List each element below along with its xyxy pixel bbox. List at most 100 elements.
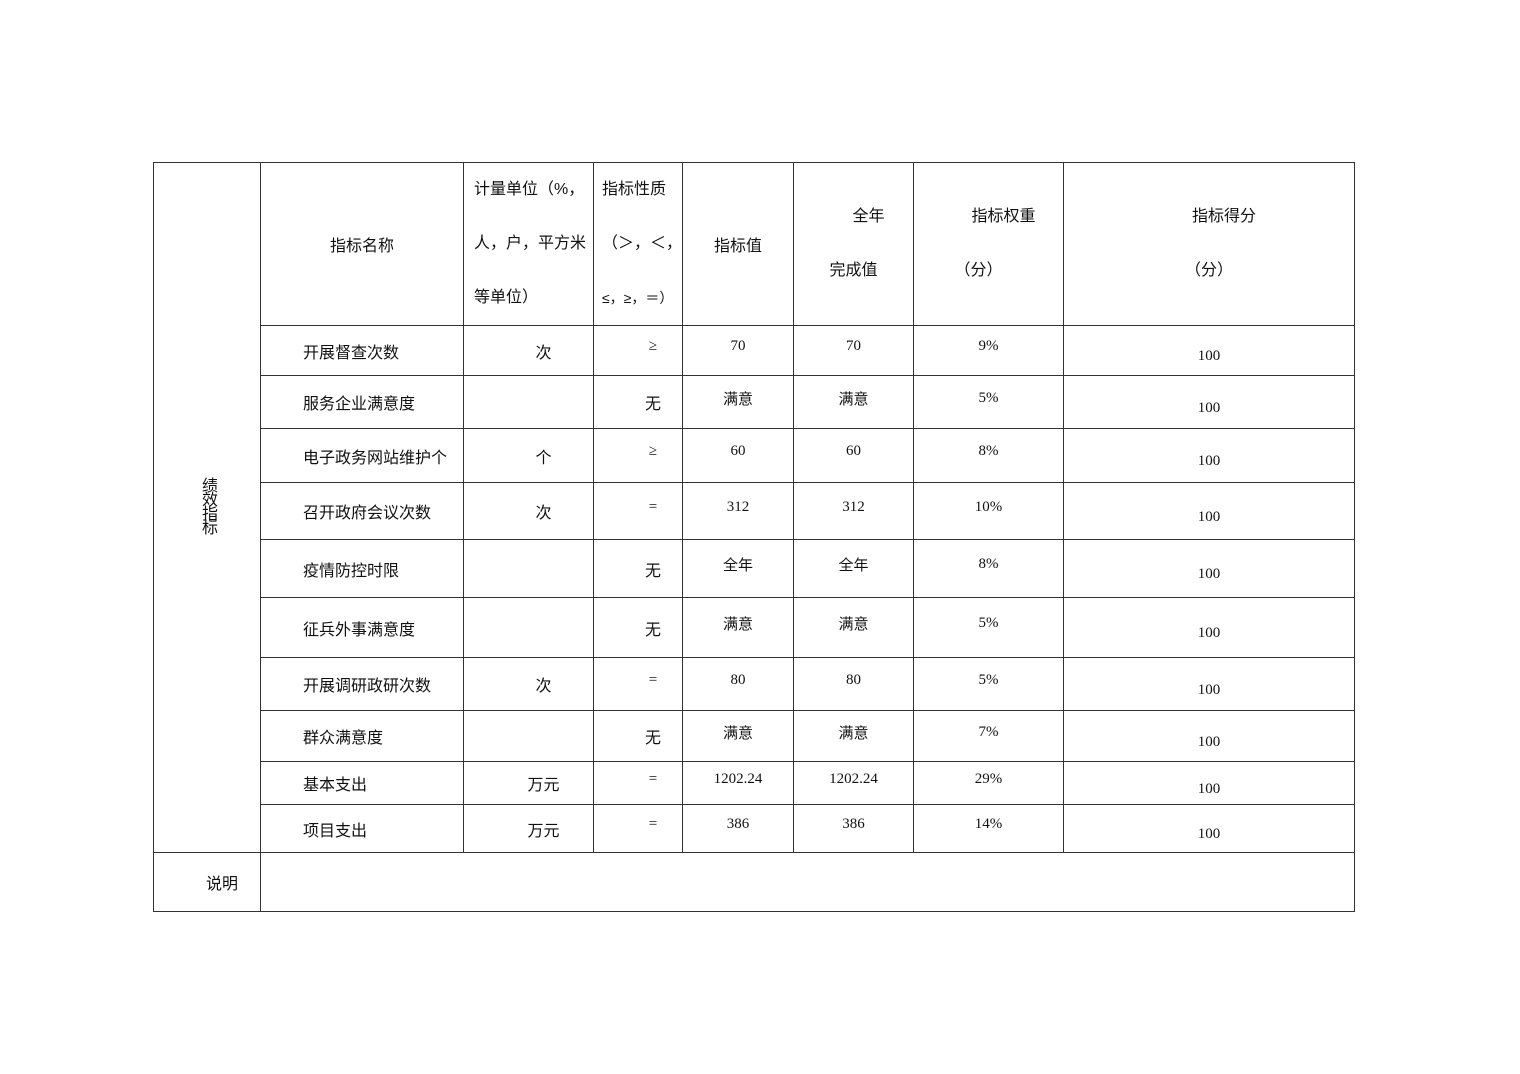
cell-unit bbox=[463, 375, 594, 429]
cell-unit: 次 bbox=[463, 657, 594, 711]
cell-score: 100 bbox=[1063, 657, 1355, 711]
header-nature-line: （＞，＜， bbox=[602, 235, 683, 252]
table-row: 电子政务网站维护个个 ≥60 60 8% 100 bbox=[154, 428, 1355, 483]
table-row: 征兵外事满意度无满意 满意 5% 100 bbox=[154, 597, 1355, 658]
cell-indicator-name: 基本支出 bbox=[260, 761, 464, 805]
header-unit-line: 人，户，平方米 bbox=[474, 235, 587, 252]
header-value: 指标值 bbox=[682, 162, 794, 326]
cell-nature: = bbox=[593, 482, 683, 540]
header-unit-line: 等单位） bbox=[474, 289, 539, 306]
cell-indicator-name: 群众满意度 bbox=[260, 710, 464, 762]
header-name: 指标名称 bbox=[260, 162, 464, 326]
note-row: 说明 bbox=[153, 852, 1355, 912]
cell-indicator-name: 项目支出 bbox=[260, 804, 464, 853]
cell-indicator-value: 1202.24 bbox=[682, 761, 794, 805]
table-row: 群众满意度无满意 满意 7% 100 bbox=[154, 710, 1355, 762]
table-row: 项目支出 万元 = 386 386 14% 100 bbox=[154, 804, 1355, 853]
header-weight-line: （分） bbox=[954, 262, 1003, 279]
cell-indicator-name: 开展调研政研次数 bbox=[260, 657, 464, 711]
cell-weight: 5% bbox=[913, 597, 1064, 658]
header-unit-line: 计量单位（%， bbox=[474, 181, 585, 198]
cell-unit: 万元 bbox=[463, 804, 594, 853]
header-actual: 全年 完成值 bbox=[793, 162, 914, 326]
cell-weight: 5% bbox=[913, 375, 1064, 429]
header-score-line: 指标得分 bbox=[1191, 208, 1256, 225]
cell-weight: 10% bbox=[913, 482, 1064, 540]
side-label-cell: 绩效指标 bbox=[153, 162, 261, 853]
cell-actual-value: 满意 bbox=[793, 597, 914, 658]
cell-nature: = bbox=[593, 761, 683, 805]
cell-weight: 29% bbox=[913, 761, 1064, 805]
cell-actual-value: 满意 bbox=[793, 375, 914, 429]
cell-score: 100 bbox=[1063, 325, 1355, 376]
cell-nature: 无 bbox=[593, 539, 683, 598]
cell-unit: 个 bbox=[463, 428, 594, 483]
header-actual-line: 全年 bbox=[852, 208, 885, 225]
cell-indicator-value: 满意 bbox=[682, 375, 794, 429]
header-row: 绩效指标 指标名称 计量单位（%， 人，户，平方米 等单位） 指标性质 （＞，＜… bbox=[153, 162, 1355, 853]
note-label: 说明 bbox=[153, 852, 261, 912]
cell-unit: 万元 bbox=[463, 761, 594, 805]
table-row: 疫情防控时限无全年 全年 8% 100 bbox=[154, 539, 1355, 598]
cell-indicator-name: 服务企业满意度 bbox=[260, 375, 464, 429]
cell-indicator-value: 70 bbox=[682, 325, 794, 376]
cell-score: 100 bbox=[1063, 482, 1355, 540]
cell-indicator-value: 312 bbox=[682, 482, 794, 540]
header-nature-line: ≤，≥，＝） bbox=[602, 290, 674, 306]
cell-weight: 8% bbox=[913, 428, 1064, 483]
cell-nature: 无 bbox=[593, 710, 683, 762]
cell-weight: 8% bbox=[913, 539, 1064, 598]
cell-actual-value: 1202.24 bbox=[793, 761, 914, 805]
cell-indicator-value: 60 bbox=[682, 428, 794, 483]
cell-score: 100 bbox=[1063, 761, 1355, 805]
side-label: 绩效指标 bbox=[199, 477, 216, 533]
cell-actual-value: 386 bbox=[793, 804, 914, 853]
cell-actual-value: 80 bbox=[793, 657, 914, 711]
cell-score: 100 bbox=[1063, 428, 1355, 483]
cell-actual-value: 60 bbox=[793, 428, 914, 483]
cell-nature: = bbox=[593, 657, 683, 711]
cell-score: 100 bbox=[1063, 710, 1355, 762]
cell-indicator-value: 满意 bbox=[682, 710, 794, 762]
cell-score: 100 bbox=[1063, 597, 1355, 658]
header-actual-line: 完成值 bbox=[829, 262, 878, 279]
cell-indicator-value: 386 bbox=[682, 804, 794, 853]
header-unit: 计量单位（%， 人，户，平方米 等单位） bbox=[463, 162, 594, 326]
cell-score: 100 bbox=[1063, 539, 1355, 598]
performance-indicator-table: 绩效指标 指标名称 计量单位（%， 人，户，平方米 等单位） 指标性质 （＞，＜… bbox=[153, 162, 1355, 912]
header-score-line: （分） bbox=[1184, 262, 1233, 279]
table-row: 基本支出 万元 = 1202.24 1202.24 29% 100 bbox=[154, 761, 1355, 805]
cell-indicator-value: 80 bbox=[682, 657, 794, 711]
cell-nature: 无 bbox=[593, 375, 683, 429]
table-row: 开展督查次数次 ≥70 70 9% 100 bbox=[154, 325, 1355, 376]
cell-unit bbox=[463, 539, 594, 598]
cell-nature: 无 bbox=[593, 597, 683, 658]
cell-unit: 次 bbox=[463, 325, 594, 376]
cell-indicator-name: 疫情防控时限 bbox=[260, 539, 464, 598]
cell-nature: = bbox=[593, 804, 683, 853]
cell-actual-value: 满意 bbox=[793, 710, 914, 762]
header-score: 指标得分 （分） bbox=[1063, 162, 1355, 326]
cell-actual-value: 70 bbox=[793, 325, 914, 376]
cell-actual-value: 312 bbox=[793, 482, 914, 540]
cell-score: 100 bbox=[1063, 375, 1355, 429]
cell-indicator-name: 召开政府会议次数 bbox=[260, 482, 464, 540]
cell-indicator-value: 全年 bbox=[682, 539, 794, 598]
cell-indicator-name: 电子政务网站维护个 bbox=[260, 428, 464, 483]
cell-unit bbox=[463, 597, 594, 658]
cell-weight: 14% bbox=[913, 804, 1064, 853]
cell-score: 100 bbox=[1063, 804, 1355, 853]
cell-indicator-name: 开展督查次数 bbox=[260, 325, 464, 376]
cell-nature: ≥ bbox=[593, 428, 683, 483]
cell-actual-value: 全年 bbox=[793, 539, 914, 598]
cell-weight: 5% bbox=[913, 657, 1064, 711]
note-value bbox=[260, 852, 1355, 912]
cell-nature: ≥ bbox=[593, 325, 683, 376]
table-row: 服务企业满意度无满意 满意 5% 100 bbox=[154, 375, 1355, 429]
cell-indicator-name: 征兵外事满意度 bbox=[260, 597, 464, 658]
header-nature-line: 指标性质 bbox=[602, 181, 667, 198]
cell-weight: 9% bbox=[913, 325, 1064, 376]
cell-indicator-value: 满意 bbox=[682, 597, 794, 658]
header-nature: 指标性质 （＞，＜， ≤，≥，＝） bbox=[593, 162, 683, 326]
header-weight: 指标权重 （分） bbox=[913, 162, 1064, 326]
